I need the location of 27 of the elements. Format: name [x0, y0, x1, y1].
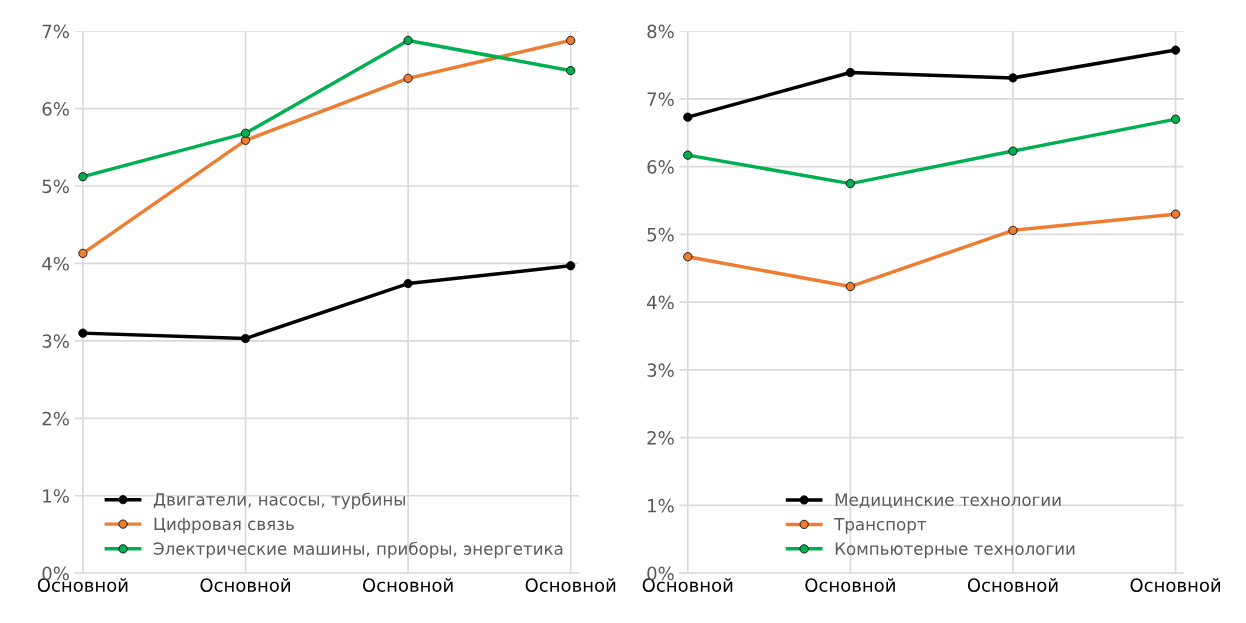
- y-tick-label: 5%: [42, 179, 69, 194]
- legend-label: Компьютерные технологии: [835, 542, 1075, 559]
- x-tick-label: Основной: [200, 578, 290, 592]
- y-tick-label: 5%: [647, 227, 674, 242]
- x-tick-label: Основной: [967, 578, 1058, 592]
- x-tick-label: Основной: [363, 578, 453, 592]
- y-tick-label: 7%: [42, 24, 69, 39]
- y-tick-label: 3%: [647, 363, 674, 378]
- legend-label: Электрические машины, приборы, энергетика: [153, 541, 563, 559]
- y-tick-label: 2%: [42, 411, 69, 426]
- legend-label: Цифровая связь: [154, 517, 294, 534]
- x-tick-label: Основной: [1130, 578, 1221, 592]
- y-tick-label: 4%: [647, 295, 674, 310]
- y-tick-label: 6%: [647, 160, 674, 174]
- legend-label: Медицинские технологии: [835, 493, 1061, 509]
- y-tick-label: 2%: [647, 431, 674, 445]
- y-tick-label: 3%: [42, 334, 69, 348]
- y-tick-label: 1%: [43, 489, 69, 503]
- y-tick-label: 4%: [42, 256, 69, 271]
- y-tick-label: 7%: [647, 92, 674, 107]
- y-tick-label: 1%: [648, 498, 674, 513]
- y-tick-label: 6%: [42, 102, 69, 116]
- x-tick-label: Основной: [525, 578, 616, 592]
- legend-label: Двигатели, насосы, турбины: [153, 492, 405, 509]
- x-tick-label: Основной: [805, 578, 895, 592]
- y-tick-label: 8%: [647, 24, 674, 39]
- legend-label: Транспорт: [834, 518, 927, 534]
